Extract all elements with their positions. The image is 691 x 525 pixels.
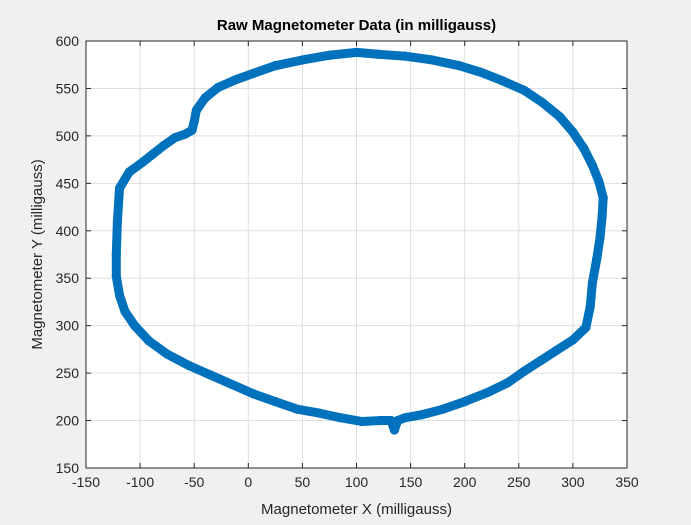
x-tick-label: 150 xyxy=(399,474,423,490)
data-band-segment xyxy=(400,51,437,65)
data-points xyxy=(111,47,608,435)
x-tick-label: 50 xyxy=(295,474,311,490)
y-tick-label: 150 xyxy=(56,460,80,476)
x-tick-label: 100 xyxy=(345,474,369,490)
data-band-segment xyxy=(111,216,122,259)
x-tick-label: -150 xyxy=(72,474,100,490)
y-tick-label: 200 xyxy=(56,413,80,429)
data-band-segment xyxy=(427,55,464,71)
x-tick-label: 200 xyxy=(453,474,477,490)
data-band-segment xyxy=(297,50,334,65)
y-tick-label: 500 xyxy=(56,128,80,144)
y-tick-label: 450 xyxy=(56,175,80,191)
y-tick-label: 400 xyxy=(56,223,80,239)
ticks: -150 -100 -50 0 50 100 150 200 250 300 350 150 200 25… xyxy=(56,33,639,490)
x-tick-label: 0 xyxy=(244,474,252,490)
y-tick-label: 600 xyxy=(56,33,80,49)
data-band-segment xyxy=(324,47,361,60)
data-band-segment xyxy=(270,55,307,71)
x-tick-label: -50 xyxy=(184,474,204,490)
y-tick-label: 350 xyxy=(56,270,80,286)
data-band-segment xyxy=(112,183,125,226)
y-tick-label: 550 xyxy=(56,80,80,96)
y-tick-label: 250 xyxy=(56,365,80,381)
data-band-segment xyxy=(373,49,410,61)
chart-title: Raw Magnetometer Data (in milligauss) xyxy=(217,17,496,34)
x-tick-label: 250 xyxy=(507,474,531,490)
x-tick-label: 350 xyxy=(615,474,639,490)
x-tick-label: 300 xyxy=(561,474,585,490)
y-tick-label: 300 xyxy=(56,318,80,334)
y-axis-label: Magnetometer Y (milligauss) xyxy=(29,159,46,349)
x-axis-label: Magnetometer X (milligauss) xyxy=(261,501,452,518)
x-tick-label: -100 xyxy=(126,474,154,490)
